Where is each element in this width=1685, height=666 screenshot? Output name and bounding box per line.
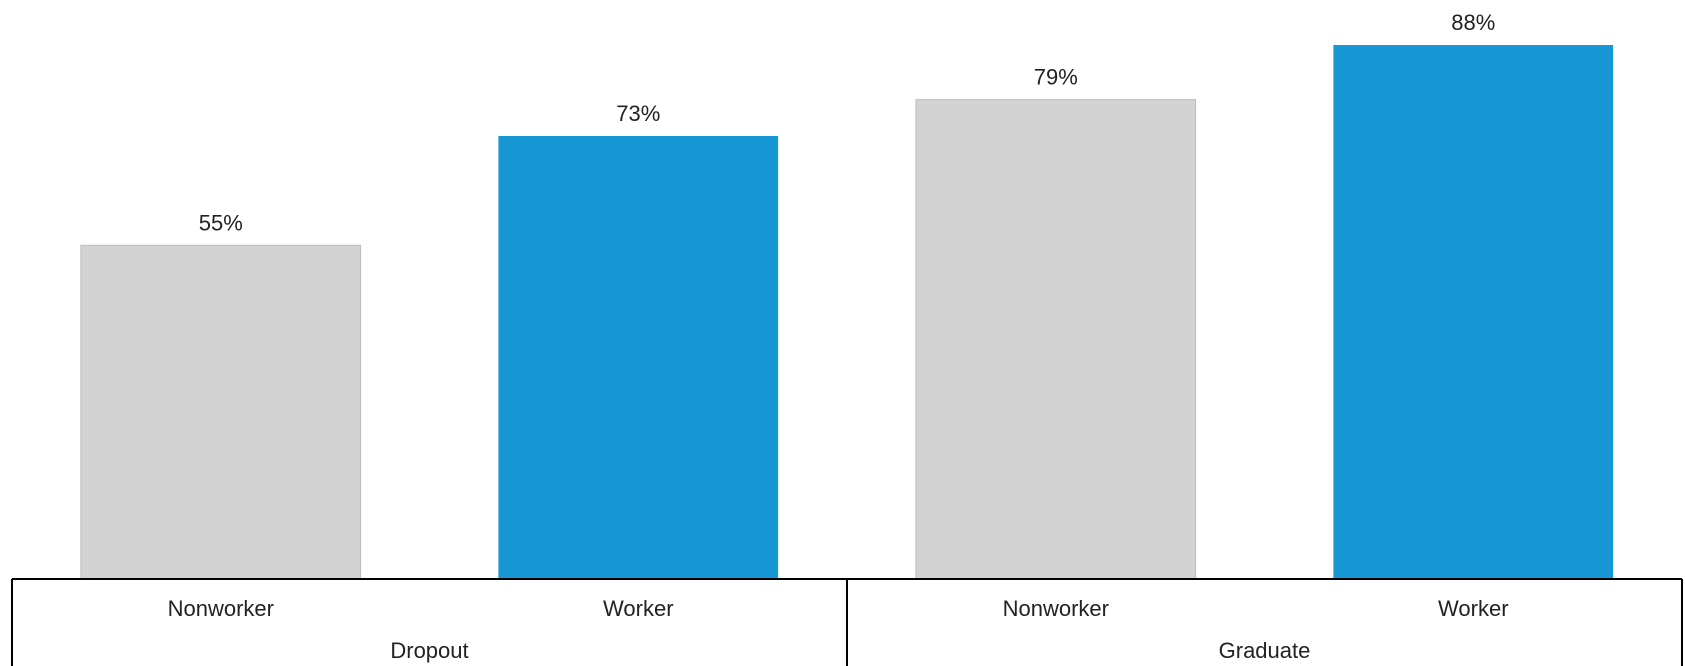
category-tick-label: Worker — [603, 596, 674, 621]
value-labels-layer: 55% 73% 79% 88% — [199, 10, 1496, 235]
bar — [915, 99, 1197, 580]
category-tick-label: Worker — [1438, 596, 1509, 621]
bar — [1333, 45, 1614, 579]
category-tick-label: Nonworker — [1003, 596, 1109, 621]
bars-layer — [80, 45, 1614, 580]
group-label: Dropout — [390, 638, 468, 663]
data-label: 55% — [199, 210, 243, 235]
category-labels-layer: Nonworker Worker Nonworker Worker — [168, 596, 1509, 621]
group-label: Graduate — [1219, 638, 1311, 663]
group-labels-layer: Dropout Graduate — [390, 638, 1310, 663]
data-label: 88% — [1451, 10, 1495, 35]
data-label: 79% — [1034, 65, 1078, 90]
category-tick-label: Nonworker — [168, 596, 274, 621]
category-axis-table — [11, 578, 1683, 666]
bar — [498, 136, 779, 579]
bar — [80, 244, 362, 580]
data-label: 73% — [616, 101, 660, 126]
